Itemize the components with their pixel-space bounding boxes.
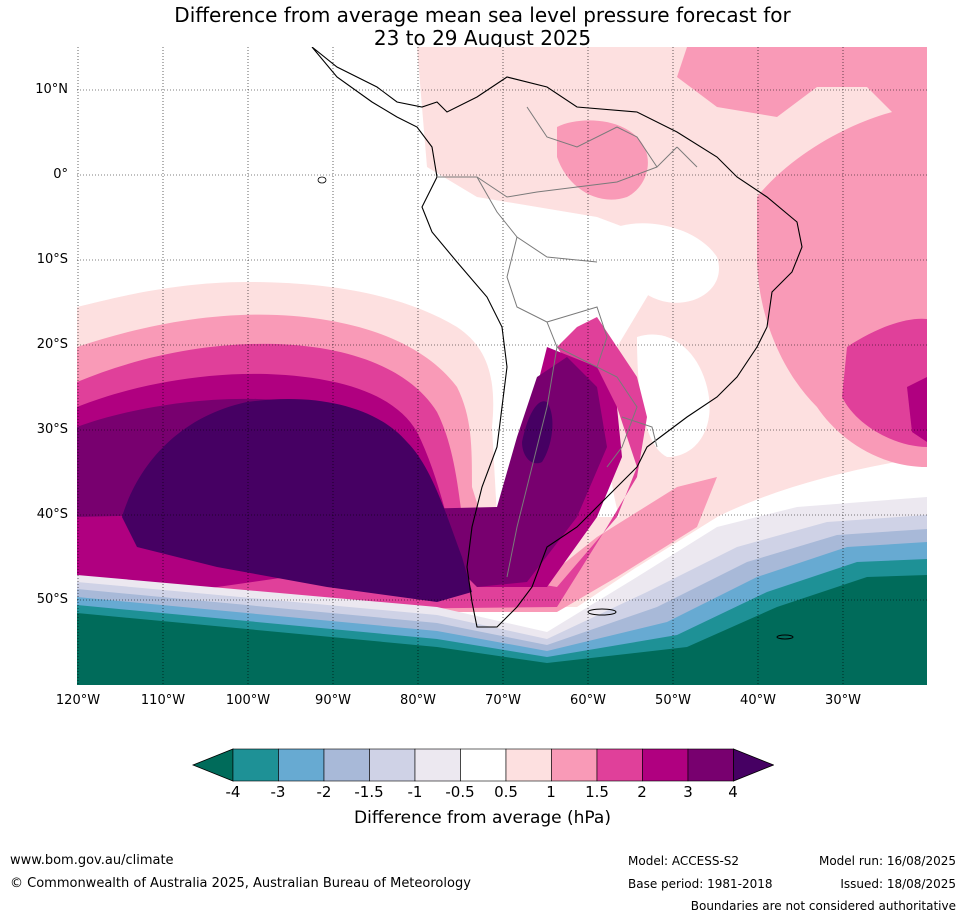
- lat-label-10s: 10°S: [36, 252, 68, 267]
- neutral-region-brazil: [616, 223, 719, 303]
- anomaly-3-region-atlantic: [907, 377, 927, 442]
- colorbar-cell: [687, 748, 734, 782]
- lon-label-90w: 90°W: [315, 693, 351, 708]
- colorbar-cell: [460, 748, 507, 782]
- lon-label-60w: 60°W: [570, 693, 606, 708]
- colorbar-tick-label: 2: [637, 783, 647, 801]
- map-title: Difference from average mean sea level p…: [0, 4, 965, 50]
- colorbar-tick-label: -0.5: [445, 783, 475, 801]
- anomaly-15-region-amazon: [557, 120, 648, 200]
- website-link[interactable]: www.bom.gov.au/climate: [10, 853, 174, 868]
- colorbar-cell: [551, 748, 598, 782]
- anomaly-above4-region-pacific: [122, 398, 472, 602]
- pressure-anomaly-map: [77, 47, 927, 685]
- lon-label-70w: 70°W: [485, 693, 521, 708]
- colorbar-tick-label: -2: [316, 783, 332, 801]
- map-canvas: [77, 47, 927, 685]
- colorbar-cell: [369, 748, 416, 782]
- falkland-islands: [587, 608, 617, 616]
- lat-label-30s: 30°S: [36, 422, 68, 437]
- colorbar-tick-label: -1: [407, 783, 423, 801]
- lon-label-40w: 40°W: [740, 693, 776, 708]
- colorbar-cell: [414, 748, 461, 782]
- title-line-1: Difference from average mean sea level p…: [174, 3, 791, 27]
- colorbar-graphic: [191, 748, 775, 782]
- lat-label-40s: 40°S: [36, 507, 68, 522]
- south-georgia-island: [776, 634, 794, 640]
- colorbar-arrow-low: [191, 748, 234, 782]
- lat-label-10n: 10°N: [35, 82, 68, 97]
- colorbar-cell: [278, 748, 325, 782]
- colorbar-tick-label: -3: [270, 783, 286, 801]
- colorbar-arrow-high: [733, 748, 775, 782]
- colorbar-tick-label: -4: [225, 783, 241, 801]
- anomaly-2-region-atlantic: [842, 318, 927, 447]
- colorbar-cell: [232, 748, 279, 782]
- colorbar-cell: [505, 748, 552, 782]
- model-run-date: Model run: 16/08/2025: [818, 854, 956, 868]
- colorbar-cell: [596, 748, 643, 782]
- coastline-south-america: [311, 47, 803, 628]
- lat-label-20s: 20°S: [36, 337, 68, 352]
- colorbar-tick-label: 4: [728, 783, 738, 801]
- colorbar-tick-label: -1.5: [354, 783, 384, 801]
- country-borders: [437, 106, 698, 578]
- issued-date: Issued: 18/08/2025: [840, 877, 956, 891]
- colorbar-tick-label: 1: [546, 783, 556, 801]
- lon-label-80w: 80°W: [400, 693, 436, 708]
- anomaly-15-region-northeast: [677, 47, 927, 117]
- model-name: Model: ACCESS-S2: [628, 854, 740, 868]
- colorbar-cell: [323, 748, 370, 782]
- neutral-region-southeast-brazil: [637, 334, 710, 457]
- lon-label-120w: 120°W: [55, 693, 101, 708]
- title-line-2: 23 to 29 August 2025: [373, 26, 592, 50]
- colorbar-cell: [642, 748, 689, 782]
- galapagos-islands: [317, 176, 327, 184]
- lat-label-0: 0°: [53, 167, 68, 182]
- lon-label-110w: 110°W: [140, 693, 186, 708]
- base-period: Base period: 1981-2018: [628, 877, 773, 891]
- lon-label-100w: 100°W: [225, 693, 271, 708]
- lon-label-30w: 30°W: [825, 693, 861, 708]
- colorbar-tick-label: 1.5: [585, 783, 609, 801]
- colorbar-tick-label: 0.5: [494, 783, 518, 801]
- colorbar: [191, 748, 775, 786]
- graticule: [77, 47, 927, 685]
- colorbar-title: Difference from average (hPa): [354, 808, 611, 828]
- lon-label-50w: 50°W: [655, 693, 691, 708]
- copyright-text: © Commonwealth of Australia 2025, Austra…: [10, 876, 471, 891]
- boundaries-disclaimer: Boundaries are not considered authoritat…: [690, 899, 956, 913]
- colorbar-tick-label: 3: [683, 783, 693, 801]
- lat-label-50s: 50°S: [36, 592, 68, 607]
- anomaly-minus4-band: [77, 575, 927, 685]
